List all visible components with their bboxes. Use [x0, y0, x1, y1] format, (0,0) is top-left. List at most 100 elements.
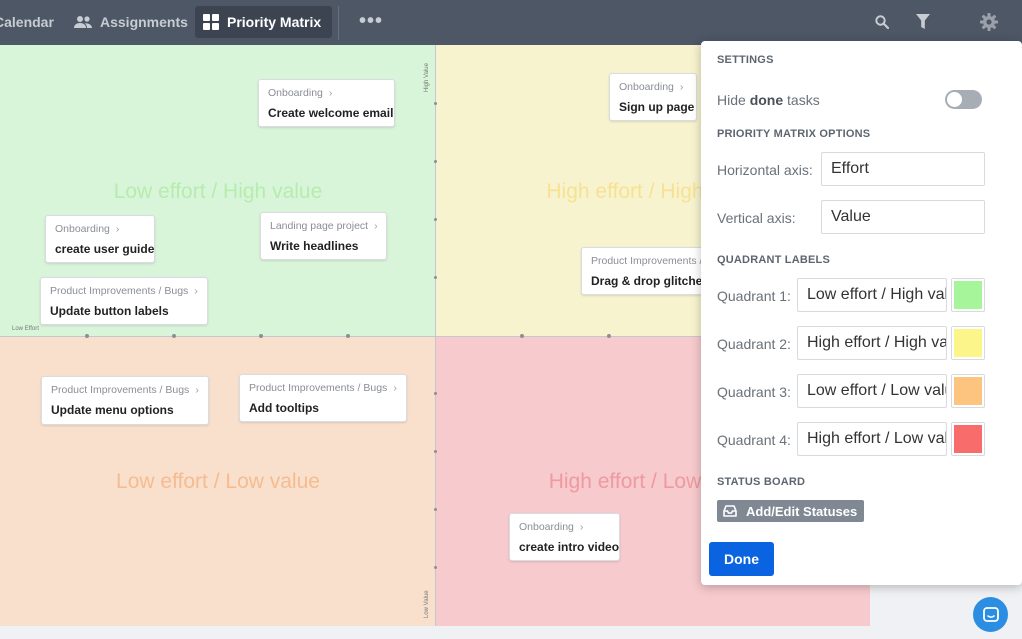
axis-low-value-label: Low Value [424, 590, 430, 618]
card-title: Sign up page [619, 100, 695, 114]
more-options-icon[interactable]: ••• [359, 10, 384, 32]
card-project: Product Improvements / [591, 255, 703, 267]
card-project: Onboarding › [268, 87, 333, 99]
card-project: Product Improvements / Bugs › [249, 382, 397, 394]
grid-icon [203, 14, 219, 30]
matrix-options-heading: PRIORITY MATRIX OPTIONS [717, 128, 871, 140]
axis-tick [85, 334, 89, 338]
chevron-right-icon: › [194, 285, 198, 297]
task-card[interactable]: Product Improvements / Drag & drop glitc… [581, 247, 703, 295]
settings-panel: SETTINGS Hide done tasks PRIORITY MATRIX… [701, 41, 1022, 585]
quadrant-3-label: Low effort / Low value [116, 470, 320, 493]
card-title: create intro video [519, 540, 620, 554]
color-swatch [954, 377, 982, 405]
top-navigation-bar: Calendar Assignments Priority Matrix ••• [0, 0, 1022, 45]
search-icon[interactable] [875, 15, 890, 34]
nav-divider [338, 6, 339, 40]
quadrant-1-field-label: Quadrant 1: [717, 288, 791, 304]
quadrant-4-field-label: Quadrant 4: [717, 432, 791, 448]
quadrant-1-label: Low effort / High value [113, 180, 323, 203]
axis-tick [434, 276, 437, 279]
quadrant-1-color-picker[interactable] [951, 278, 985, 312]
card-project: Product Improvements / Bugs › [51, 384, 199, 396]
task-card[interactable]: Product Improvements / Bugs › Update butt… [40, 277, 208, 325]
card-project: Onboarding › [519, 521, 584, 533]
card-title: Create welcome email [268, 106, 394, 120]
axis-tick [434, 392, 437, 395]
card-project: Landing page project › [270, 220, 378, 232]
inbox-icon [723, 505, 737, 517]
chat-launcher-button[interactable] [973, 597, 1008, 632]
chevron-right-icon: › [679, 81, 684, 93]
add-edit-statuses-button[interactable]: Add/Edit Statuses [717, 500, 865, 522]
card-title: Add tooltips [249, 401, 319, 415]
axis-tick [434, 102, 437, 105]
chevron-right-icon: › [115, 223, 120, 235]
vertical-axis-line [435, 45, 436, 626]
card-title: Update menu options [51, 403, 174, 417]
task-card[interactable]: Product Improvements / Bugs › Add tooltip… [239, 374, 407, 422]
settings-heading: SETTINGS [717, 54, 774, 66]
axis-tick [520, 334, 524, 338]
task-card[interactable]: Onboarding › Sign up page [609, 73, 697, 121]
card-project: Onboarding › [55, 223, 120, 235]
people-icon [74, 15, 92, 29]
quadrant-4-color-picker[interactable] [951, 422, 985, 456]
chevron-right-icon: › [393, 382, 397, 394]
nav-assignments[interactable]: Assignments [74, 6, 188, 38]
quadrant-2-field-label: Quadrant 2: [717, 336, 791, 352]
quadrant-2-color-picker[interactable] [951, 326, 985, 360]
chevron-right-icon: › [579, 521, 584, 533]
nav-calendar-label: Calendar [0, 14, 54, 30]
color-swatch [954, 425, 982, 453]
horizontal-axis-input[interactable]: Effort [821, 152, 985, 186]
task-card[interactable]: Onboarding › create intro video [509, 513, 620, 561]
axis-tick [172, 334, 176, 338]
axis-low-effort-label: Low Effort [12, 326, 39, 332]
nav-priority-matrix[interactable]: Priority Matrix [195, 6, 333, 38]
task-card[interactable]: Product Improvements / Bugs › Update menu… [41, 376, 209, 425]
task-card[interactable]: Onboarding › create user guide [45, 215, 155, 263]
card-project: Onboarding › [619, 81, 684, 93]
nav-calendar[interactable]: Calendar [0, 6, 54, 38]
nav-priority-matrix-label: Priority Matrix [227, 14, 322, 30]
hide-done-toggle[interactable] [945, 90, 982, 109]
hide-done-label: Hide done tasks [717, 92, 820, 108]
axis-tick [346, 334, 350, 338]
vertical-axis-label: Vertical axis: [717, 210, 796, 226]
quadrant-4-input[interactable]: High effort / Low value [797, 422, 947, 456]
card-title: Drag & drop glitches [591, 274, 703, 288]
quadrant-3-field-label: Quadrant 3: [717, 384, 791, 400]
axis-tick [434, 160, 437, 163]
vertical-axis-input[interactable]: Value [821, 200, 985, 234]
axis-tick [607, 334, 611, 338]
chat-icon [982, 606, 999, 622]
done-button[interactable]: Done [709, 542, 774, 576]
axis-tick [434, 218, 437, 221]
card-project: Product Improvements / Bugs › [50, 285, 198, 297]
status-board-heading: STATUS BOARD [717, 476, 806, 488]
card-title: Write headlines [270, 239, 359, 253]
quadrant-1-input[interactable]: Low effort / High value [797, 278, 947, 312]
axis-tick [434, 450, 437, 453]
chevron-right-icon: › [328, 87, 333, 99]
chevron-right-icon: › [195, 384, 199, 396]
horizontal-axis-label: Horizontal axis: [717, 162, 813, 178]
axis-tick [259, 334, 263, 338]
horizontal-axis-line [0, 336, 870, 337]
filter-icon[interactable] [916, 14, 930, 35]
axis-tick [434, 508, 437, 511]
color-swatch [954, 281, 982, 309]
toggle-knob [947, 92, 962, 107]
task-card[interactable]: Onboarding › Create welcome email [258, 79, 395, 127]
quadrant-2-input[interactable]: High effort / High value [797, 326, 947, 360]
card-title: create user guide [55, 242, 155, 256]
add-edit-statuses-label: Add/Edit Statuses [746, 503, 858, 519]
gear-icon[interactable] [980, 13, 998, 36]
task-card[interactable]: Landing page project › Write headlines [260, 212, 387, 260]
quadrant-3-input[interactable]: Low effort / Low value [797, 374, 947, 408]
card-title: Update button labels [50, 304, 169, 318]
chevron-right-icon: › [374, 220, 378, 232]
quadrant-3-color-picker[interactable] [951, 374, 985, 408]
nav-assignments-label: Assignments [100, 14, 188, 30]
